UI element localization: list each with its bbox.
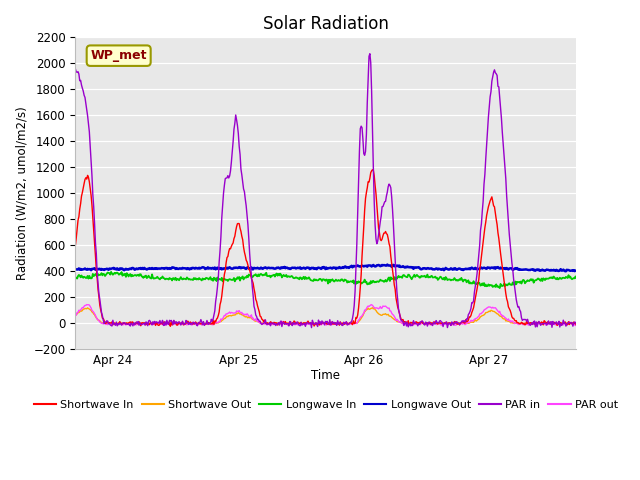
Line: PAR in: PAR in	[76, 54, 577, 328]
Longwave In	[410, 272, 418, 277]
Longwave In	[573, 275, 580, 281]
Shortwave In	[166, 324, 174, 329]
Shortwave In	[511, 317, 518, 323]
PAR out	[511, 321, 518, 326]
Shortwave Out	[369, 305, 376, 311]
Longwave Out	[383, 262, 391, 267]
Shortwave Out	[74, 310, 82, 315]
Y-axis label: Radiation (W/m2, umol/m2/s): Radiation (W/m2, umol/m2/s)	[15, 107, 28, 280]
Longwave In	[545, 275, 553, 281]
Shortwave In	[545, 320, 553, 325]
Shortwave In	[72, 242, 79, 248]
PAR out	[193, 323, 201, 329]
Line: Shortwave In: Shortwave In	[76, 170, 577, 326]
Shortwave In	[74, 217, 82, 223]
PAR out	[545, 320, 553, 326]
PAR in	[246, 263, 254, 269]
Line: Longwave In: Longwave In	[76, 272, 577, 288]
PAR in	[412, 320, 419, 325]
PAR out	[83, 302, 91, 308]
PAR in	[511, 283, 518, 289]
PAR in	[366, 51, 374, 57]
Shortwave Out	[412, 320, 419, 326]
Shortwave Out	[375, 311, 383, 317]
Shortwave Out	[545, 321, 553, 326]
Shortwave Out	[99, 321, 107, 326]
Longwave In	[108, 269, 115, 275]
Longwave Out	[246, 266, 254, 272]
PAR out	[573, 321, 580, 326]
Longwave In	[248, 273, 255, 278]
PAR in	[72, 66, 79, 72]
Shortwave In	[573, 322, 580, 328]
Shortwave Out	[72, 312, 79, 318]
Longwave Out	[373, 263, 381, 268]
PAR out	[72, 312, 79, 318]
Shortwave In	[412, 321, 419, 326]
Longwave In	[74, 273, 82, 279]
Longwave Out	[562, 268, 570, 274]
PAR out	[248, 316, 256, 322]
Shortwave Out	[248, 315, 255, 321]
Title: Solar Radiation: Solar Radiation	[263, 15, 389, 33]
Shortwave In	[375, 226, 383, 231]
Longwave Out	[74, 266, 82, 272]
Shortwave In	[248, 276, 255, 281]
Longwave Out	[573, 268, 580, 274]
PAR in	[74, 69, 82, 74]
Longwave Out	[510, 266, 518, 272]
Legend: Shortwave In, Shortwave Out, Longwave In, Longwave Out, PAR in, PAR out: Shortwave In, Shortwave Out, Longwave In…	[29, 396, 623, 414]
X-axis label: Time: Time	[312, 369, 340, 382]
Longwave In	[496, 285, 504, 291]
Longwave In	[511, 282, 518, 288]
PAR in	[573, 321, 580, 327]
PAR out	[412, 322, 419, 327]
Line: PAR out: PAR out	[76, 305, 577, 326]
Line: Longwave Out: Longwave Out	[76, 264, 577, 271]
Longwave Out	[72, 266, 79, 272]
Shortwave Out	[511, 320, 518, 325]
PAR out	[375, 306, 383, 312]
Longwave Out	[545, 267, 552, 273]
Longwave In	[374, 278, 381, 284]
PAR in	[308, 325, 316, 331]
Longwave In	[72, 274, 79, 280]
Line: Shortwave Out: Shortwave Out	[76, 308, 577, 324]
Shortwave Out	[573, 321, 580, 326]
Shortwave In	[369, 167, 376, 173]
PAR out	[74, 310, 82, 315]
PAR in	[545, 321, 553, 327]
Longwave Out	[410, 264, 418, 270]
PAR in	[375, 231, 383, 237]
Text: WP_met: WP_met	[90, 49, 147, 62]
